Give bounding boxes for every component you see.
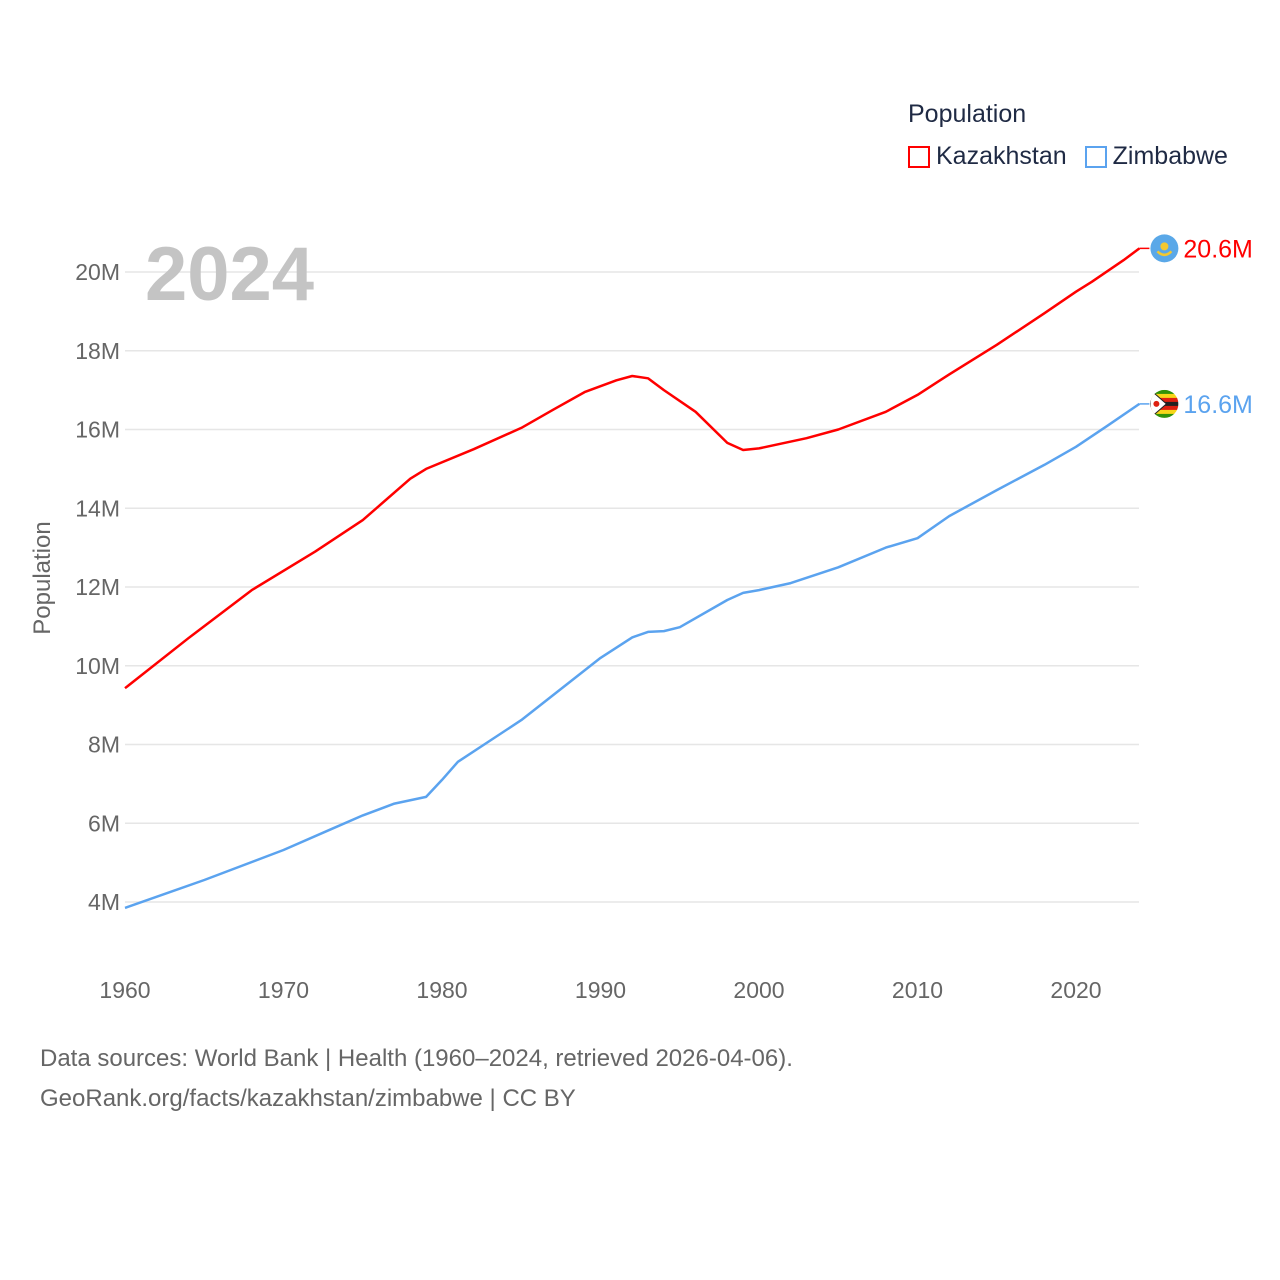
y-axis-ticks: 4M 6M 8M 10M 12M 14M 16M 18M 20M xyxy=(75,259,120,915)
legend-swatch-kazakhstan xyxy=(908,145,930,168)
x-axis-ticks: 1960 1970 1980 1990 2000 2010 2020 xyxy=(99,977,1101,1003)
x-tick-label: 1970 xyxy=(258,977,309,1003)
year-label: 2024 xyxy=(145,232,314,317)
y-tick-label: 6M xyxy=(88,810,120,836)
legend-swatch-zimbabwe xyxy=(1084,145,1107,168)
legend-item-zimbabwe[interactable]: Zimbabwe xyxy=(1084,142,1228,171)
x-tick-label: 1990 xyxy=(575,977,626,1003)
flag-stripe xyxy=(1150,413,1179,418)
grid-lines xyxy=(125,271,1139,903)
x-tick-label: 2020 xyxy=(1050,977,1101,1003)
x-tick-label: 2000 xyxy=(733,977,784,1003)
flag-stripe xyxy=(1150,393,1179,399)
end-value-label: 16.6M xyxy=(1183,391,1252,419)
series-line-kazakhstan xyxy=(124,247,1141,690)
legend: Kazakhstan Zimbabwe xyxy=(908,142,1228,171)
y-tick-label: 14M xyxy=(75,495,120,521)
legend-label: Zimbabwe xyxy=(1112,142,1228,170)
y-tick-label: 20M xyxy=(75,259,120,285)
footer-link[interactable]: GeoRank.org/facts/kazakhstan/zimbabwe | … xyxy=(40,1085,576,1112)
y-tick-label: 16M xyxy=(75,417,120,443)
kazakhstan-flag-icon xyxy=(1150,234,1179,263)
flag-stripes xyxy=(1150,389,1179,418)
end-value-label: 20.6M xyxy=(1183,235,1252,263)
footer-sources: Data sources: World Bank | Health (1960–… xyxy=(40,1045,793,1072)
x-tick-label: 2010 xyxy=(892,977,943,1003)
series-line-zimbabwe xyxy=(124,402,1141,910)
flag-stripe xyxy=(1150,405,1179,411)
zimbabwe-flag-icon xyxy=(1150,389,1179,418)
series-lines: 20.6M 16.6M xyxy=(124,234,1253,910)
y-tick-label: 18M xyxy=(75,338,120,364)
x-tick-label: 1960 xyxy=(99,977,150,1003)
legend-title: Population xyxy=(908,100,1027,128)
flag-stripe xyxy=(1150,397,1179,403)
legend-item-kazakhstan[interactable]: Kazakhstan xyxy=(908,142,1067,171)
y-tick-label: 4M xyxy=(88,889,120,915)
flag-sun xyxy=(1160,242,1169,251)
y-tick-label: 8M xyxy=(88,732,120,758)
flag-eagle xyxy=(1156,250,1173,257)
y-axis-title: Population xyxy=(29,521,56,634)
flag-star xyxy=(1153,400,1160,407)
y-tick-label: 12M xyxy=(75,574,120,600)
flag-stripe xyxy=(1150,409,1179,415)
y-tick-label: 10M xyxy=(75,653,120,679)
legend-label: Kazakhstan xyxy=(936,142,1067,170)
x-tick-label: 1980 xyxy=(416,977,467,1003)
flag-stripe xyxy=(1150,389,1179,395)
